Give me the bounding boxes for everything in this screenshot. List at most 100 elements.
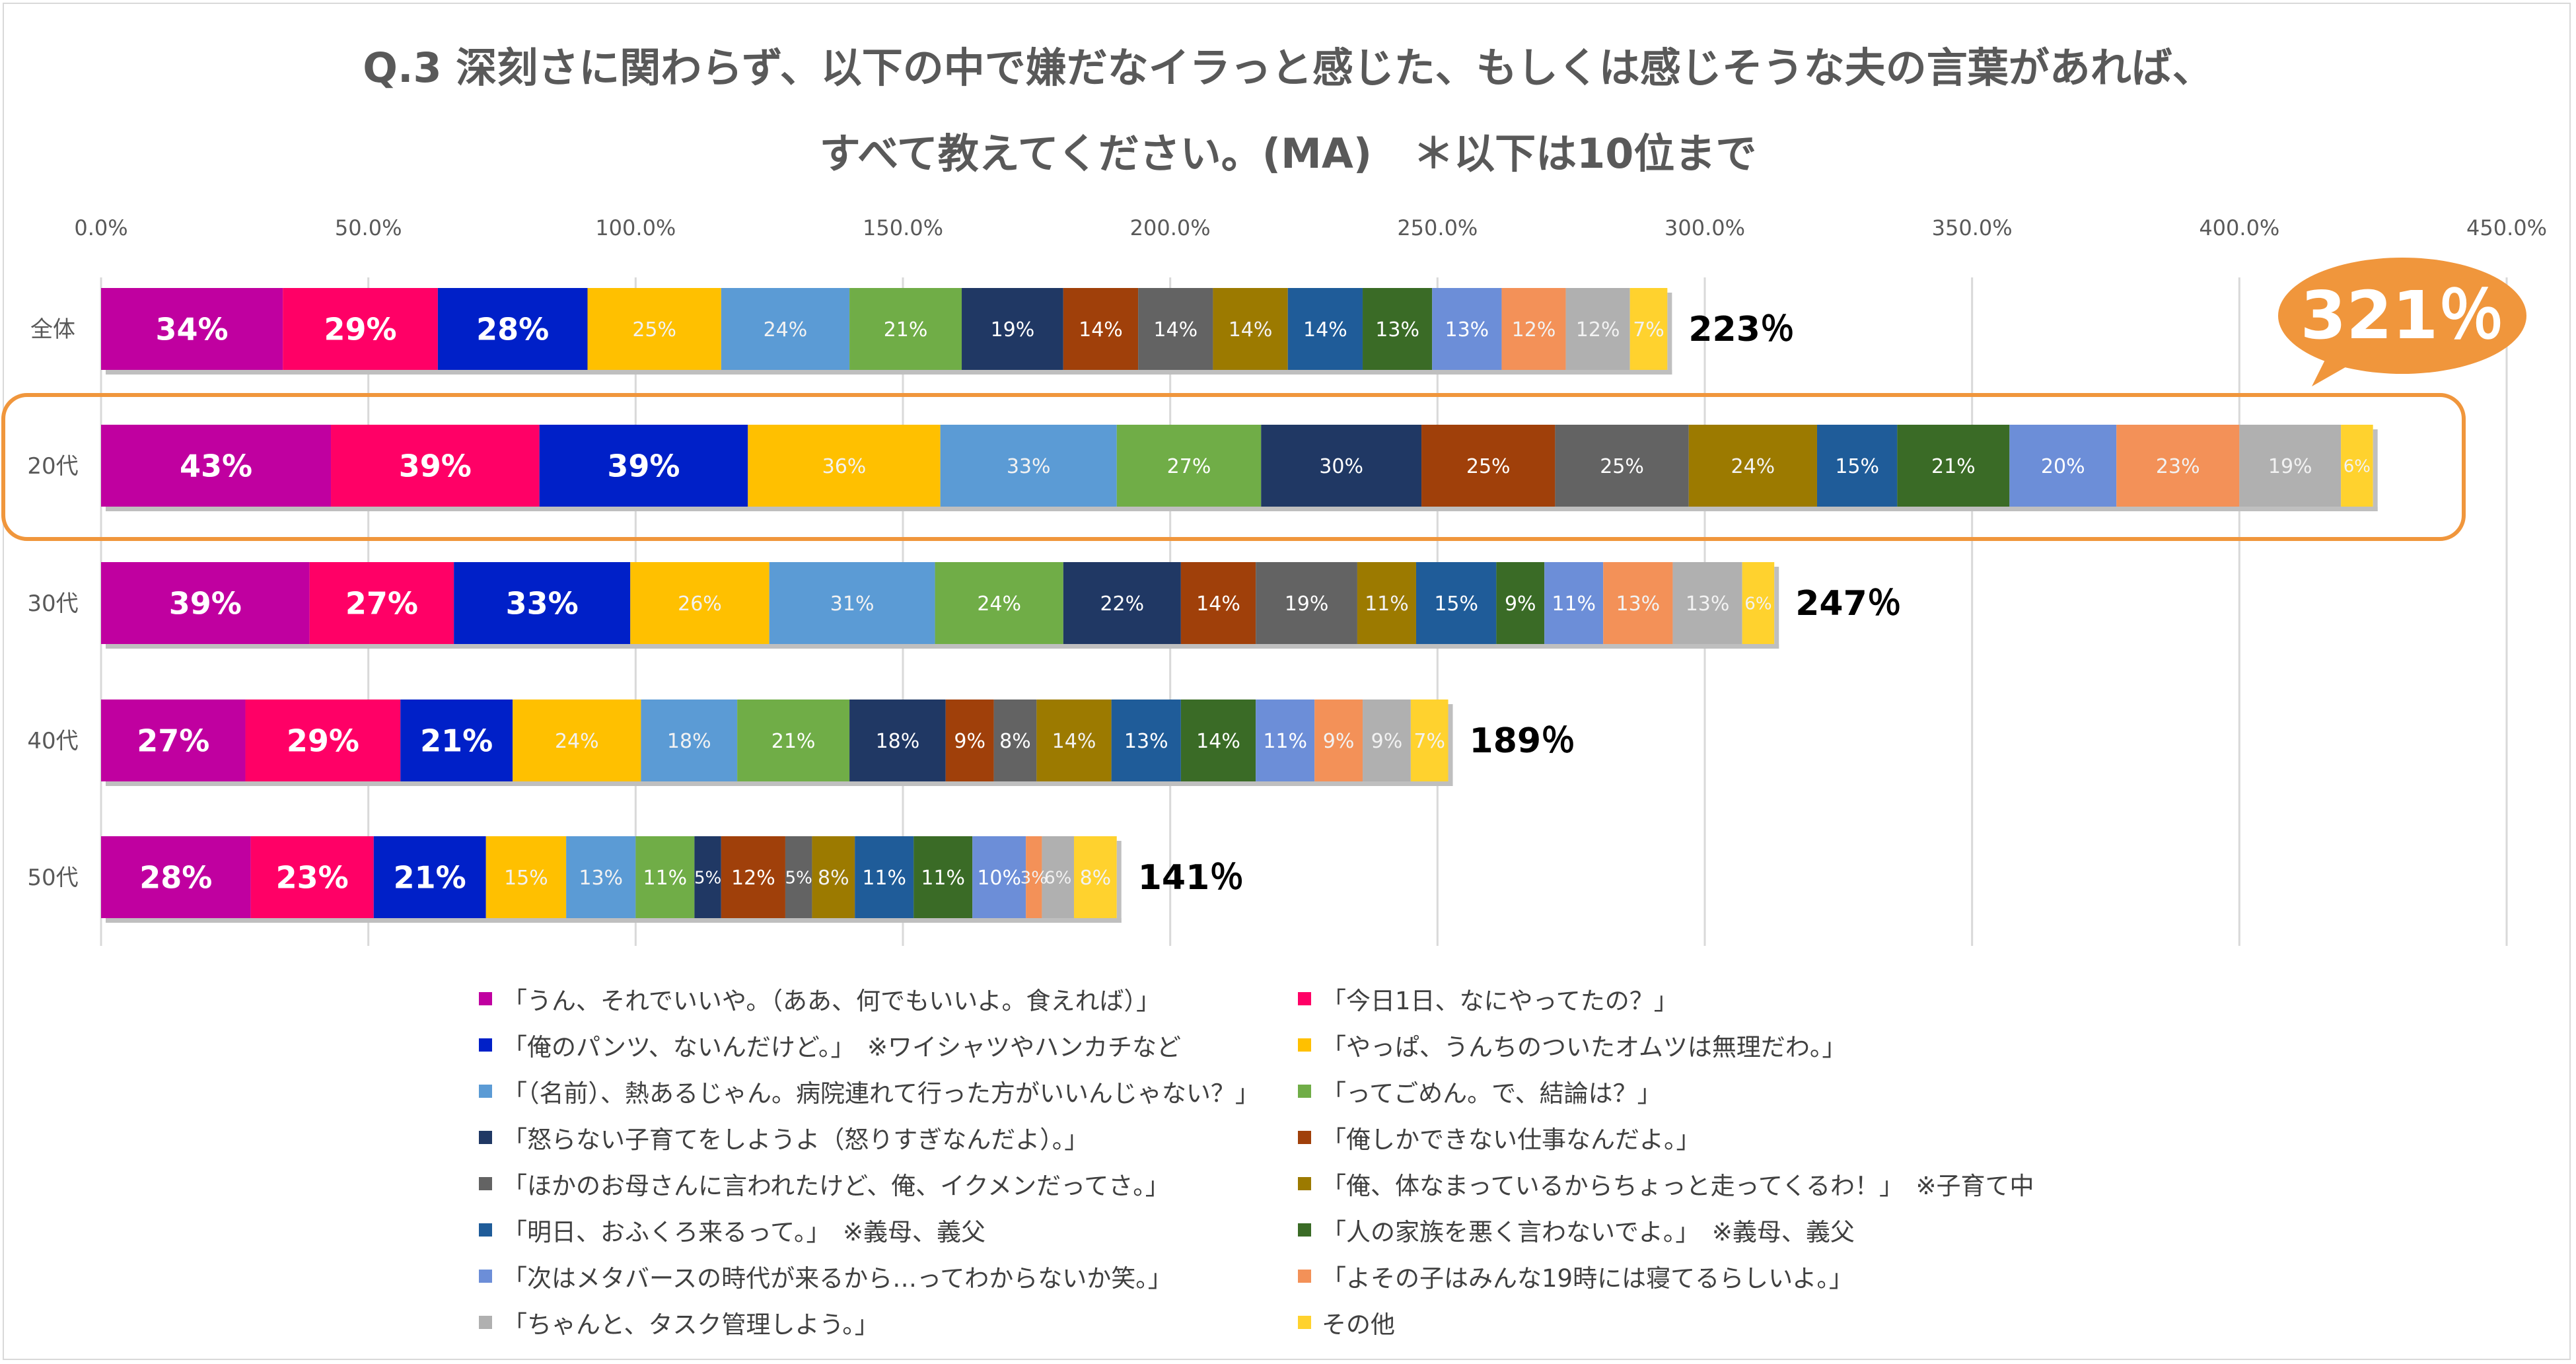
legend-label: 「（名前）、熱あるじゃん。病院連れて行った方がいいんじゃない？」 [503, 1079, 1260, 1108]
legend-label: 「俺、体なまっているからちょっと走ってくるわ！」 ※子育て中 [1322, 1172, 2034, 1200]
data-label: 14% [1079, 318, 1123, 341]
bar-segment [1742, 562, 1775, 644]
data-label: 27% [137, 723, 209, 759]
bar-segment [1410, 700, 1449, 781]
bar-shadow [1774, 567, 1779, 649]
bar-segment [1116, 425, 1262, 507]
data-label: 24% [977, 592, 1021, 616]
data-label: 8% [818, 867, 849, 890]
data-label: 21% [394, 860, 466, 896]
category-label: 30代 [27, 591, 78, 617]
bar-segment [1496, 562, 1545, 644]
bar-segment [1357, 562, 1416, 644]
bar-segment [1256, 562, 1357, 644]
bar-shadow [106, 781, 1453, 786]
bar-segment [1138, 288, 1213, 370]
bar-segment [2239, 425, 2342, 507]
data-label: 14% [1303, 318, 1347, 341]
data-label: 19% [1285, 592, 1329, 616]
legend-label: 「次はメタバースの時代が来るから…ってわからないか笑。」 [503, 1264, 1172, 1293]
data-label: 33% [506, 586, 579, 622]
bar-segment [245, 700, 401, 781]
data-label: 8% [999, 730, 1031, 753]
legend-swatch [1298, 1270, 1311, 1283]
bar-segment [454, 562, 631, 644]
legend-item: その他 [1298, 1306, 1395, 1339]
data-label: 25% [632, 318, 676, 341]
bar-segment [1816, 425, 1898, 507]
data-label: 7% [1633, 318, 1664, 341]
bar-segment [513, 700, 641, 781]
legend-label: 「ってごめん。で、結論は？」 [1322, 1079, 1662, 1108]
legend-swatch [1298, 1316, 1311, 1329]
x-tick-label: 50.0% [335, 215, 402, 240]
legend-swatch [1298, 992, 1311, 1005]
data-label: 39% [399, 449, 472, 484]
data-label: 13% [1375, 318, 1419, 341]
bar-segment [283, 288, 438, 370]
bar-segment [630, 562, 769, 644]
data-label: 9% [1505, 592, 1536, 616]
legend-item: 「うん、それでいいや。（ああ、何でもいいよ。食えれば）」 [479, 982, 1161, 1015]
legend-item: 「ってごめん。で、結論は？」 [1298, 1075, 1662, 1108]
data-label: 19% [991, 318, 1035, 341]
bar-segment [1421, 425, 1556, 507]
data-label: 15% [504, 867, 548, 890]
bar-segment [1415, 562, 1497, 644]
data-label: 43% [180, 449, 252, 484]
bar-segment [641, 700, 738, 781]
data-label: 14% [1196, 730, 1240, 753]
x-tick-label: 0.0% [74, 215, 127, 240]
bar-segment [1042, 836, 1074, 918]
bar-segment [2009, 425, 2117, 507]
legend-label: 「人の家族を悪く言わないでよ。」 ※義母、義父 [1322, 1218, 1855, 1246]
legend-swatch [479, 1177, 492, 1190]
bar-segment [1501, 288, 1566, 370]
legend-label: 「明日、おふくろ来るって。」 ※義母、義父 [503, 1218, 986, 1246]
bar-shadow [106, 370, 1672, 375]
data-label: 21% [1931, 455, 1976, 478]
data-label: 9% [954, 730, 985, 753]
legend-item: 「やっぱ、うんちのついたオムツは無理だわ。」 [1298, 1028, 1846, 1061]
data-label: 31% [830, 592, 875, 616]
legend-swatch [479, 1316, 492, 1329]
bar-segment [849, 288, 962, 370]
data-label: 29% [324, 312, 396, 347]
bar-segment [1213, 288, 1288, 370]
callout-bubble [2278, 258, 2526, 374]
legend-item: 「今日1日、なにやってたの？」 [1298, 982, 1678, 1015]
data-label: 34% [156, 312, 229, 347]
bar-segment [940, 425, 1117, 507]
legend-item: 「（名前）、熱あるじゃん。病院連れて行った方がいいんじゃない？」 [479, 1075, 1260, 1108]
data-label: 28% [139, 860, 212, 896]
category-label: 20代 [27, 453, 78, 480]
bar-segment [694, 836, 721, 918]
bar-segment [785, 836, 812, 918]
bar-segment [101, 700, 246, 781]
data-label: 21% [884, 318, 928, 341]
bar-segment [1026, 836, 1042, 918]
data-label: 6% [2343, 456, 2371, 476]
legend-item: 「明日、おふくろ来るって。」 ※義母、義父 [479, 1213, 985, 1246]
bar-segment [721, 836, 785, 918]
data-label: 18% [667, 730, 711, 753]
data-label: 12% [1512, 318, 1556, 341]
data-label: 19% [2268, 455, 2312, 478]
legend-swatch [1298, 1131, 1311, 1144]
bar-segment [1672, 562, 1742, 644]
legend-swatch [479, 992, 492, 1005]
x-tick-label: 200.0% [1130, 215, 1211, 240]
bar-segment [1063, 288, 1139, 370]
data-label: 24% [555, 730, 599, 753]
data-label: 13% [1445, 318, 1489, 341]
data-label: 39% [169, 586, 242, 622]
legend-label: 「やっぱ、うんちのついたオムツは無理だわ。」 [1322, 1033, 1847, 1061]
bar-segment [913, 836, 973, 918]
bar-segment [539, 425, 748, 507]
bar-segment [945, 700, 994, 781]
category-label: 40代 [27, 728, 78, 754]
bar-segment [1036, 700, 1112, 781]
data-label: 22% [1100, 592, 1144, 616]
bar-segment [1544, 562, 1604, 644]
legend-label: 「ちゃんと、タスク管理しよう。」 [503, 1310, 879, 1339]
